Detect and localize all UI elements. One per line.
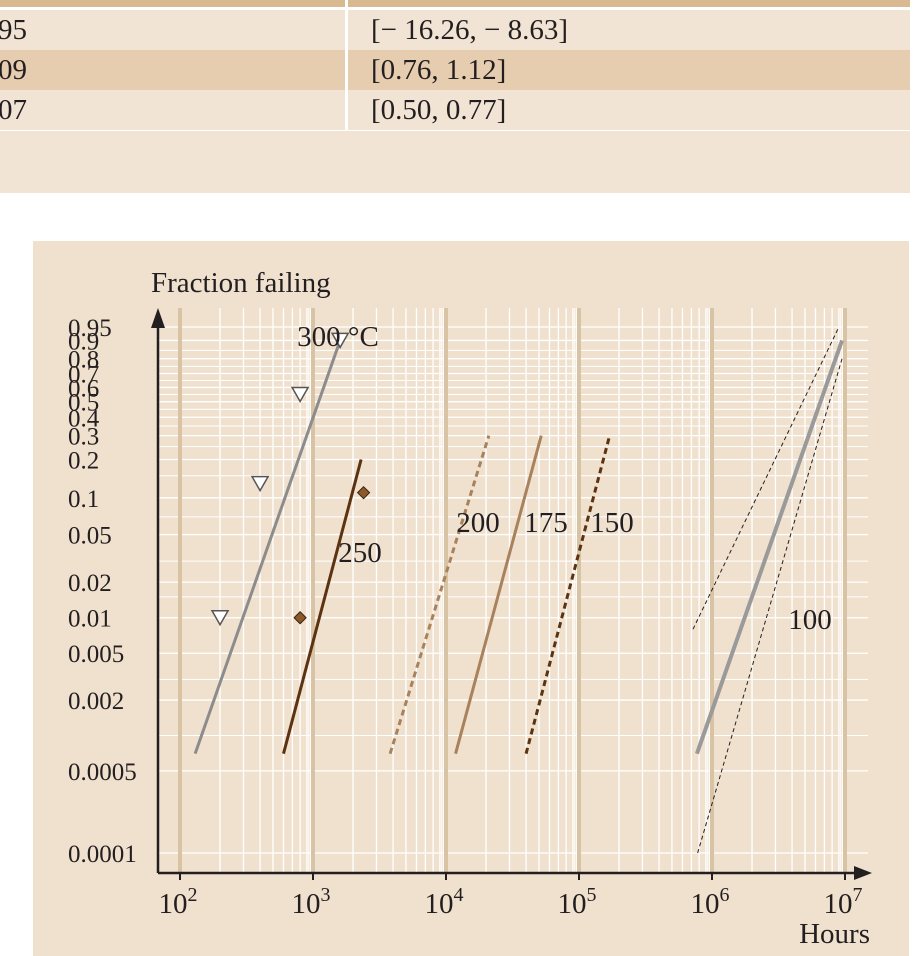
series-labels: 300 °C 250 200 175 150 100	[297, 321, 832, 636]
data-point-triangle	[210, 609, 230, 627]
x-axis-arrow	[854, 866, 872, 880]
y-tick-label: 0.0001	[68, 841, 137, 868]
column-divider	[345, 0, 348, 130]
axes	[151, 308, 872, 880]
y-tick-label: 0.3	[68, 424, 99, 451]
series-line-0	[193, 339, 342, 755]
y-tick-label: 0.9	[68, 328, 99, 355]
y-tick-label: 0.7	[68, 362, 99, 389]
series-label-3: 175	[524, 507, 568, 539]
y-axis-label: Fraction failing	[151, 267, 331, 299]
y-tick-labels: 0.950.90.80.70.60.50.40.30.2 0.1 0.05 0.02 0…	[68, 315, 137, 868]
y-tick-label: 0.002	[68, 688, 124, 715]
y-tick-label: 0.95	[68, 315, 112, 342]
table-row: 07 [0.50, 0.77]	[0, 90, 910, 130]
x-tick-label: 105	[558, 884, 597, 920]
y-tick-label: 0.2	[68, 448, 99, 475]
x-tick-label: 103	[292, 884, 331, 920]
data-point-diamond	[356, 485, 371, 500]
data-point-triangle	[290, 386, 310, 403]
grid-major	[178, 308, 847, 873]
data-point-triangle	[330, 332, 350, 349]
series-line-1	[282, 459, 363, 755]
y-tick-label: 0.1	[68, 486, 99, 513]
series-label-2: 200	[456, 507, 500, 539]
x-tick-label: 104	[425, 884, 464, 920]
x-tick-label: 102	[159, 884, 198, 920]
y-tick-label: 0.01	[68, 606, 112, 633]
series-label-1: 250	[338, 537, 382, 569]
y-tick-label: 0.4	[68, 405, 100, 432]
series-line-2	[388, 435, 491, 755]
series-label-0: 300 °C	[297, 321, 379, 353]
x-tick-labels: 102 103 104 105 106 107	[159, 884, 863, 920]
y-tick-label: 0.8	[68, 347, 99, 374]
y-tick-label: 0.6	[68, 375, 99, 402]
series-line-5	[695, 339, 844, 755]
y-axis-arrow	[151, 308, 165, 328]
series-lines	[193, 339, 844, 755]
table-cell: [0.76, 1.12]	[371, 54, 507, 86]
x-axis-label: Hours	[799, 918, 870, 950]
series-line-4	[524, 435, 612, 755]
confidence-band-line	[697, 358, 843, 854]
y-tick-label: 0.5	[68, 390, 99, 417]
x-tick-label: 107	[824, 884, 863, 920]
table-cell: 07	[0, 94, 27, 126]
table-row: 95 [− 16.26, − 8.63]	[0, 10, 910, 50]
confidence-bands	[692, 326, 843, 854]
y-tick-label: 0.05	[68, 523, 112, 550]
x-tick-label: 106	[691, 884, 730, 920]
confidence-band-line	[692, 326, 840, 630]
series-label-4: 150	[590, 507, 634, 539]
table-top-rule	[0, 0, 910, 7]
series-line-3	[454, 435, 543, 755]
y-tick-label: 0.005	[68, 641, 124, 668]
table-cell: 09	[0, 54, 27, 86]
table-cell: [− 16.26, − 8.63]	[371, 14, 569, 46]
data-point-diamond	[293, 611, 307, 625]
y-tick-label: 0.0005	[68, 759, 137, 786]
series-label-5: 100	[788, 604, 832, 636]
grid-minor	[158, 308, 868, 873]
table-cell: [0.50, 0.77]	[371, 94, 507, 126]
table-cell: 95	[0, 14, 27, 46]
table-footer-band	[0, 131, 910, 193]
y-tick-label: 0.02	[68, 570, 112, 597]
data-point-triangle	[250, 475, 270, 493]
table-row: 09 [0.76, 1.12]	[0, 50, 910, 90]
data-markers	[210, 332, 371, 627]
